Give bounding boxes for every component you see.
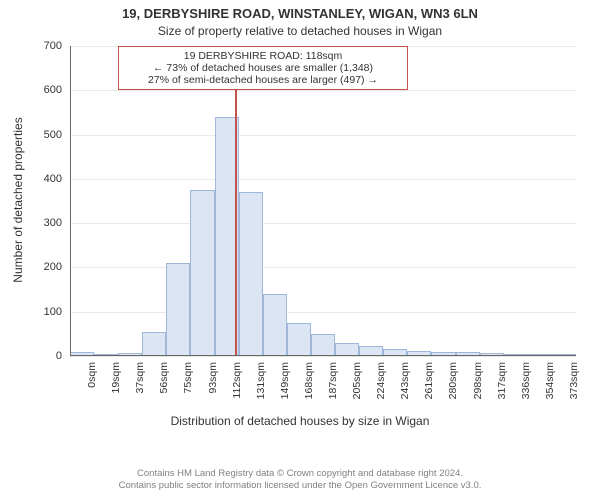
x-tick-label: 75sqm: [182, 362, 194, 412]
plot-area: [70, 46, 576, 356]
x-tick-label: 261sqm: [423, 362, 435, 412]
info-box-line-1: 19 DERBYSHIRE ROAD: 118sqm: [122, 50, 404, 62]
x-tick-label: 187sqm: [327, 362, 339, 412]
y-tick-label: 500: [32, 129, 62, 141]
y-tick-label: 0: [32, 350, 62, 362]
y-tick-label: 400: [32, 173, 62, 185]
histogram-bar: [287, 323, 311, 356]
footer: Contains HM Land Registry data © Crown c…: [0, 468, 600, 493]
figure-title: 19, DERBYSHIRE ROAD, WINSTANLEY, WIGAN, …: [0, 6, 600, 21]
x-tick-label: 243sqm: [399, 362, 411, 412]
histogram-bar: [335, 343, 359, 356]
y-tick-label: 700: [32, 40, 62, 52]
info-box-line-3: 27% of semi-detached houses are larger (…: [122, 74, 404, 86]
x-tick-label: 56sqm: [158, 362, 170, 412]
x-tick-label: 373sqm: [568, 362, 580, 412]
x-tick-label: 93sqm: [207, 362, 219, 412]
y-axis-title: Number of detached properties: [11, 45, 25, 355]
x-tick-label: 280sqm: [447, 362, 459, 412]
x-tick-label: 354sqm: [544, 362, 556, 412]
histogram-bar: [263, 294, 287, 356]
figure: 19, DERBYSHIRE ROAD, WINSTANLEY, WIGAN, …: [0, 0, 600, 500]
x-axis-title: Distribution of detached houses by size …: [0, 414, 600, 428]
histogram-bar: [311, 334, 335, 356]
x-tick-label: 37sqm: [134, 362, 146, 412]
bars-layer: [70, 46, 576, 356]
y-tick-label: 600: [32, 84, 62, 96]
footer-line-2: Contains public sector information licen…: [0, 480, 600, 492]
figure-subtitle: Size of property relative to detached ho…: [0, 24, 600, 38]
x-tick-label: 0sqm: [86, 362, 98, 412]
x-tick-label: 298sqm: [472, 362, 484, 412]
x-axis-line: [70, 355, 576, 356]
y-tick-label: 300: [32, 217, 62, 229]
x-tick-label: 168sqm: [303, 362, 315, 412]
x-tick-label: 205sqm: [351, 362, 363, 412]
x-tick-label: 149sqm: [279, 362, 291, 412]
y-tick-label: 200: [32, 261, 62, 273]
x-tick-label: 131sqm: [255, 362, 267, 412]
y-axis-line: [70, 46, 71, 356]
x-tick-label: 224sqm: [375, 362, 387, 412]
info-box: 19 DERBYSHIRE ROAD: 118sqm ← 73% of deta…: [118, 46, 408, 90]
grid-line: [70, 356, 576, 357]
x-tick-label: 336sqm: [520, 362, 532, 412]
y-tick-label: 100: [32, 306, 62, 318]
histogram-bar: [239, 192, 263, 356]
info-box-line-2: ← 73% of detached houses are smaller (1,…: [122, 62, 404, 74]
reference-marker: [235, 46, 237, 356]
x-tick-label: 112sqm: [231, 362, 243, 412]
histogram-bar: [166, 263, 190, 356]
histogram-bar: [190, 190, 214, 356]
footer-line-1: Contains HM Land Registry data © Crown c…: [0, 468, 600, 480]
x-tick-label: 19sqm: [110, 362, 122, 412]
x-tick-label: 317sqm: [496, 362, 508, 412]
histogram-bar: [142, 332, 166, 356]
